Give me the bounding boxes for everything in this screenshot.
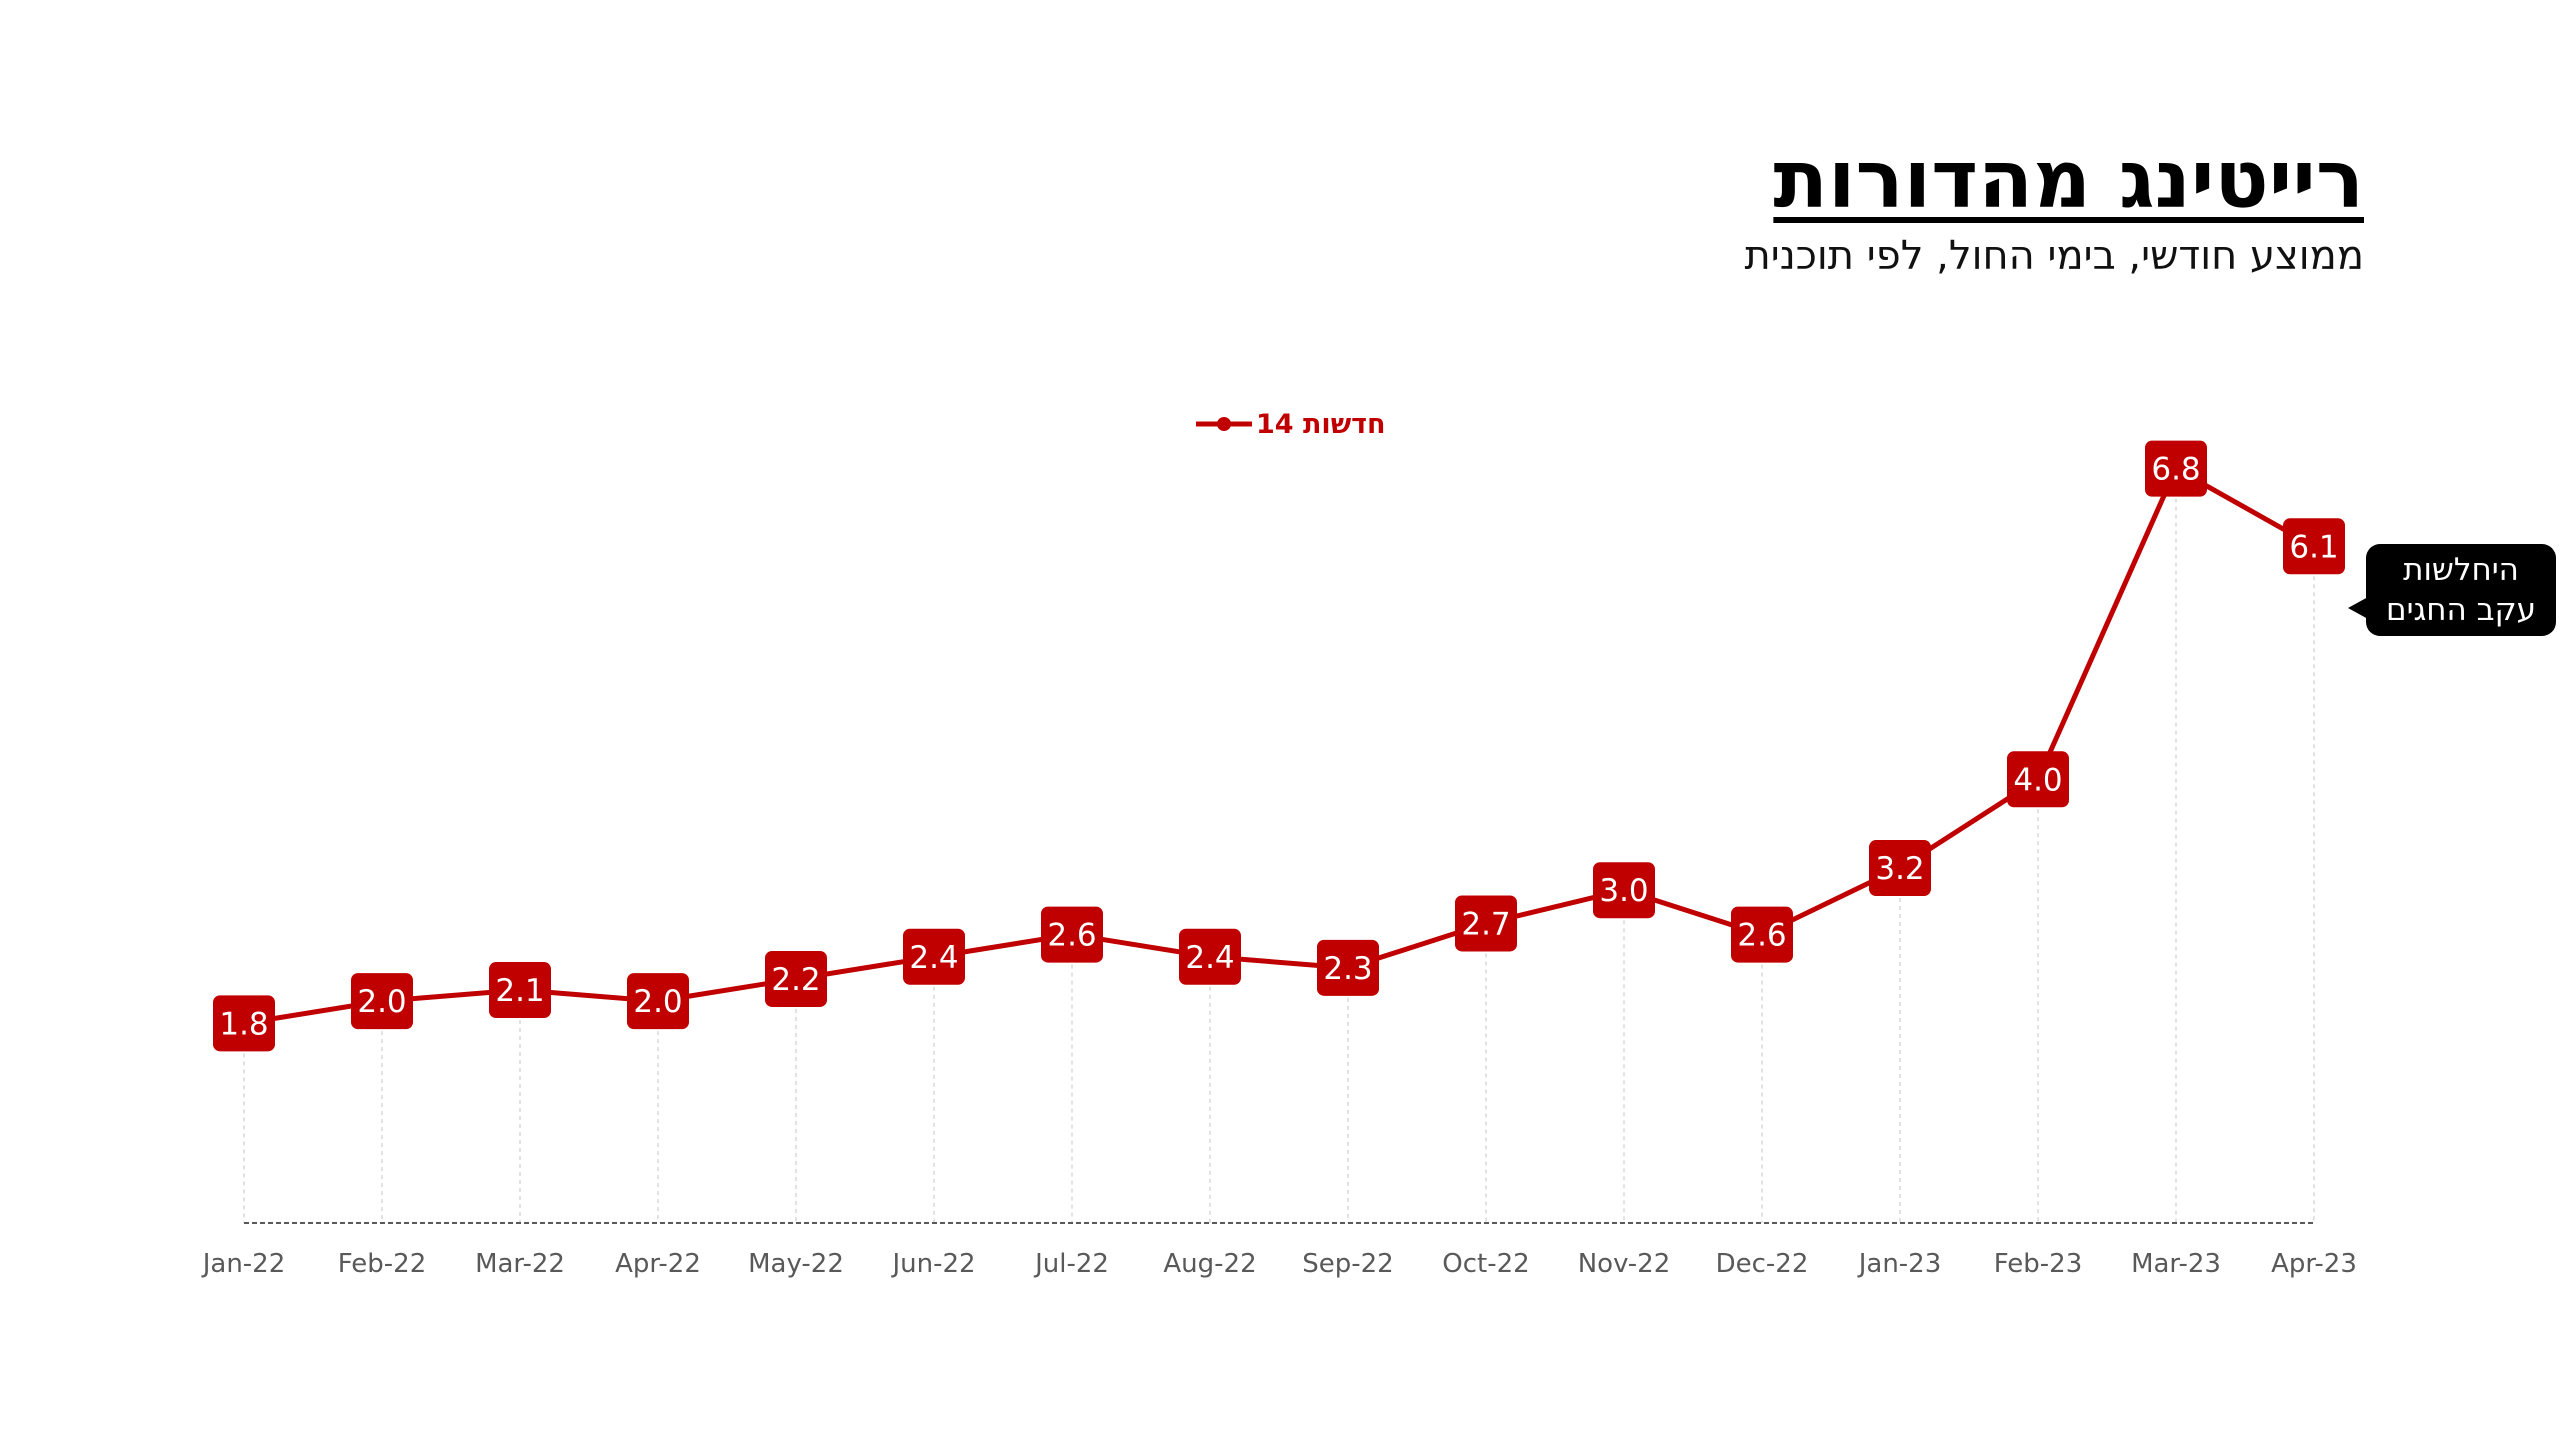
data-point-Jan-22 [213, 995, 275, 1052]
legend: חדשות 14 [1194, 406, 1386, 442]
data-label-Jun-22: 2.4 [909, 940, 958, 976]
x-tick-label-Apr-23: Apr-23 [2271, 1249, 2357, 1279]
data-label-Sep-22: 2.3 [1323, 951, 1372, 987]
callout-annotation: היחלשות עקב החגים [2366, 544, 2556, 636]
data-label-Apr-23: 6.1 [2289, 529, 2338, 565]
data-label-Aug-22: 2.4 [1185, 940, 1234, 976]
legend-label: חדשות 14 [1256, 408, 1386, 440]
x-tick-label-Feb-22: Feb-22 [338, 1249, 427, 1279]
callout-pointer [2348, 597, 2368, 619]
data-label-Feb-22: 2.0 [357, 984, 406, 1020]
data-point-Jun-22 [903, 928, 965, 985]
data-point-Feb-23 [2007, 751, 2069, 808]
x-tick-label-Jun-22: Jun-22 [890, 1249, 975, 1279]
x-tick-label-Jan-23: Jan-23 [1857, 1249, 1942, 1279]
x-tick-label-Feb-23: Feb-23 [1994, 1249, 2083, 1279]
x-tick-label-Jul-22: Jul-22 [1033, 1249, 1109, 1279]
x-tick-label-Oct-22: Oct-22 [1442, 1249, 1529, 1279]
data-label-Mar-22: 2.1 [495, 973, 544, 1009]
data-point-Mar-23 [2145, 440, 2207, 497]
x-tick-label-Aug-22: Aug-22 [1163, 1249, 1256, 1279]
x-tick-label-Mar-22: Mar-22 [475, 1249, 565, 1279]
data-point-Jan-23 [1869, 840, 1931, 897]
data-label-May-22: 2.2 [771, 962, 820, 998]
data-label-Jan-23: 3.2 [1875, 851, 1924, 887]
chart-title: רייטינג מהדורות [1773, 133, 2364, 226]
x-tick-label-Jan-22: Jan-22 [201, 1249, 286, 1279]
data-point-Aug-22 [1179, 928, 1241, 985]
x-tick-label-Nov-22: Nov-22 [1578, 1249, 1671, 1279]
x-tick-label-Apr-22: Apr-22 [615, 1249, 701, 1279]
x-tick-label-May-22: May-22 [748, 1249, 844, 1279]
data-point-Nov-22 [1593, 862, 1655, 919]
data-point-Jul-22 [1041, 906, 1103, 963]
data-label-Oct-22: 2.7 [1461, 906, 1510, 942]
legend-line-marker-icon [1196, 417, 1252, 431]
data-label-Mar-23: 6.8 [2151, 452, 2200, 488]
data-label-Dec-22: 2.6 [1737, 918, 1786, 954]
data-label-Feb-23: 4.0 [2013, 762, 2062, 798]
chart-subtitle: ממוצע חודשי, בימי החול, לפי תוכנית [1744, 233, 2365, 279]
data-label-Nov-22: 3.0 [1599, 873, 1648, 909]
series-line [243, 466, 2316, 1026]
x-tick-label-Sep-22: Sep-22 [1302, 1249, 1393, 1279]
data-point-Oct-22 [1455, 895, 1517, 952]
data-point-Dec-22 [1731, 906, 1793, 963]
data-label-Jul-22: 2.6 [1047, 918, 1096, 954]
callout-line-1: היחלשות [2403, 552, 2519, 588]
data-label-Jan-22: 1.8 [219, 1006, 268, 1042]
callout-line-2: עקב החגים [2386, 592, 2536, 628]
data-point-Sep-22 [1317, 939, 1379, 996]
x-tick-label-Mar-23: Mar-23 [2131, 1249, 2221, 1279]
x-tick-label-Dec-22: Dec-22 [1716, 1249, 1809, 1279]
data-label-Apr-22: 2.0 [633, 984, 682, 1020]
data-point-May-22 [765, 950, 827, 1007]
data-point-Mar-22 [489, 962, 551, 1019]
data-point-Feb-22 [351, 973, 413, 1030]
data-point-Apr-23 [2283, 518, 2345, 575]
data-point-Apr-22 [627, 973, 689, 1030]
